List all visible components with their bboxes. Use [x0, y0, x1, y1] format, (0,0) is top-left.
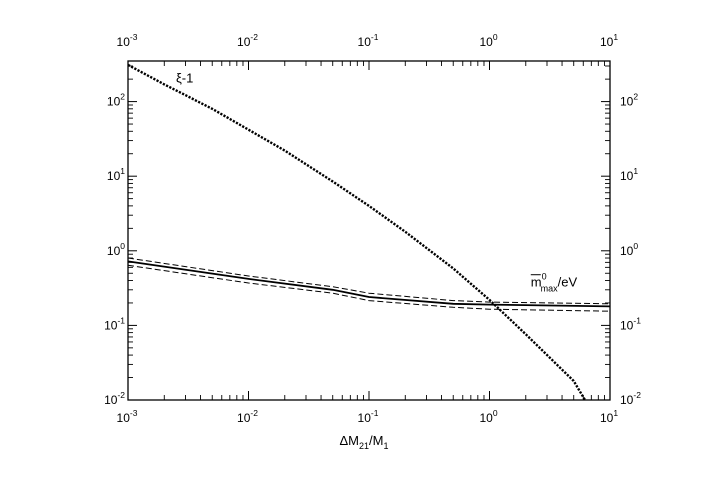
axis-ticks: [127, 61, 611, 401]
tick-exponent: -1: [117, 315, 125, 325]
tick-base: 10: [117, 411, 131, 425]
tick-exponent: 0: [493, 408, 498, 418]
m-max-symbol: m: [531, 275, 542, 290]
y-tick-label-left: 102: [107, 92, 125, 109]
x-tick-label-bottom: 101: [600, 408, 618, 425]
m-max-unit: /eV: [558, 275, 578, 290]
x-tick-label-top: 100: [479, 32, 497, 49]
tick-exponent: 1: [613, 408, 618, 418]
tick-exponent: -2: [250, 408, 258, 418]
x-tick-label-top: 10-1: [358, 32, 379, 49]
y-tick-label-right: 101: [620, 166, 638, 183]
tick-exponent: 0: [493, 32, 498, 42]
tick-exponent: 1: [633, 166, 638, 176]
tick-base: 10: [479, 35, 493, 49]
tick-exponent: -1: [371, 408, 379, 418]
tick-base: 10: [600, 35, 614, 49]
tick-base: 10: [104, 318, 118, 332]
tick-base: 10: [620, 169, 634, 183]
xi-minus-one-label: ξ-1: [176, 71, 193, 86]
tick-exponent: -2: [117, 390, 125, 400]
tick-base: 10: [107, 244, 121, 258]
tick-exponent: -1: [371, 32, 379, 42]
m-max-label: m0 max/eV: [531, 272, 578, 294]
y-tick-label-left: 10-2: [104, 390, 125, 407]
tick-labels: 10-310-310-210-210-110-110010010110110-2…: [104, 32, 641, 451]
tick-exponent: 1: [613, 32, 618, 42]
x-axis-title-subscript: 21: [359, 441, 369, 451]
x-tick-label-top: 10-3: [117, 32, 138, 49]
plot-frame: [127, 60, 611, 401]
tick-exponent: 1: [120, 166, 125, 176]
x-tick-label-bottom: 10-3: [117, 408, 138, 425]
x-axis-title: ΔM21/M1: [340, 433, 389, 451]
x-axis-title-part: ΔM: [340, 433, 360, 448]
m-max-superscript: 0: [542, 272, 547, 282]
tick-base: 10: [104, 393, 118, 407]
tick-base: 10: [600, 411, 614, 425]
data-series: [127, 63, 611, 401]
y-tick-label-right: 10-2: [620, 390, 641, 407]
tick-exponent: -3: [130, 32, 138, 42]
series-line-1-solid: [127, 260, 611, 308]
series-line-3-dashed: [127, 264, 611, 312]
tick-exponent: 0: [633, 241, 638, 251]
x-tick-label-top: 10-2: [237, 32, 258, 49]
series-line-2-dashed: [127, 257, 611, 305]
tick-base: 10: [620, 318, 634, 332]
tick-base: 10: [117, 35, 131, 49]
tick-base: 10: [479, 411, 493, 425]
x-tick-label-bottom: 10-2: [237, 408, 258, 425]
y-tick-label-right: 102: [620, 92, 638, 109]
x-tick-label-bottom: 100: [479, 408, 497, 425]
plot-area-border: [127, 60, 611, 401]
tick-base: 10: [107, 95, 121, 109]
tick-base: 10: [107, 169, 121, 183]
y-tick-label-left: 10-1: [104, 315, 125, 332]
tick-exponent: 2: [120, 92, 125, 102]
tick-base: 10: [620, 393, 634, 407]
tick-exponent: -3: [130, 408, 138, 418]
tick-base: 10: [237, 411, 251, 425]
annotations: ξ-1 m0 max/eV: [176, 71, 578, 294]
x-tick-label-bottom: 10-1: [358, 408, 379, 425]
tick-base: 10: [620, 95, 634, 109]
tick-exponent: -1: [633, 315, 641, 325]
x-tick-label-top: 101: [600, 32, 618, 49]
m-max-subscript: max: [541, 284, 559, 294]
tick-base: 10: [358, 411, 372, 425]
tick-base: 10: [237, 35, 251, 49]
x-axis-title-subscript: 1: [383, 441, 388, 451]
series-line-0-dotted-thick: [127, 63, 587, 401]
y-tick-label-left: 100: [107, 241, 125, 258]
tick-exponent: -2: [633, 390, 641, 400]
tick-base: 10: [358, 35, 372, 49]
y-tick-label-right: 10-1: [620, 315, 641, 332]
tick-base: 10: [620, 244, 634, 258]
y-tick-label-left: 101: [107, 166, 125, 183]
tick-exponent: 0: [120, 241, 125, 251]
y-tick-label-right: 100: [620, 241, 638, 258]
tick-exponent: 2: [633, 92, 638, 102]
tick-exponent: -2: [250, 32, 258, 42]
x-axis-title-part: /M: [369, 433, 383, 448]
